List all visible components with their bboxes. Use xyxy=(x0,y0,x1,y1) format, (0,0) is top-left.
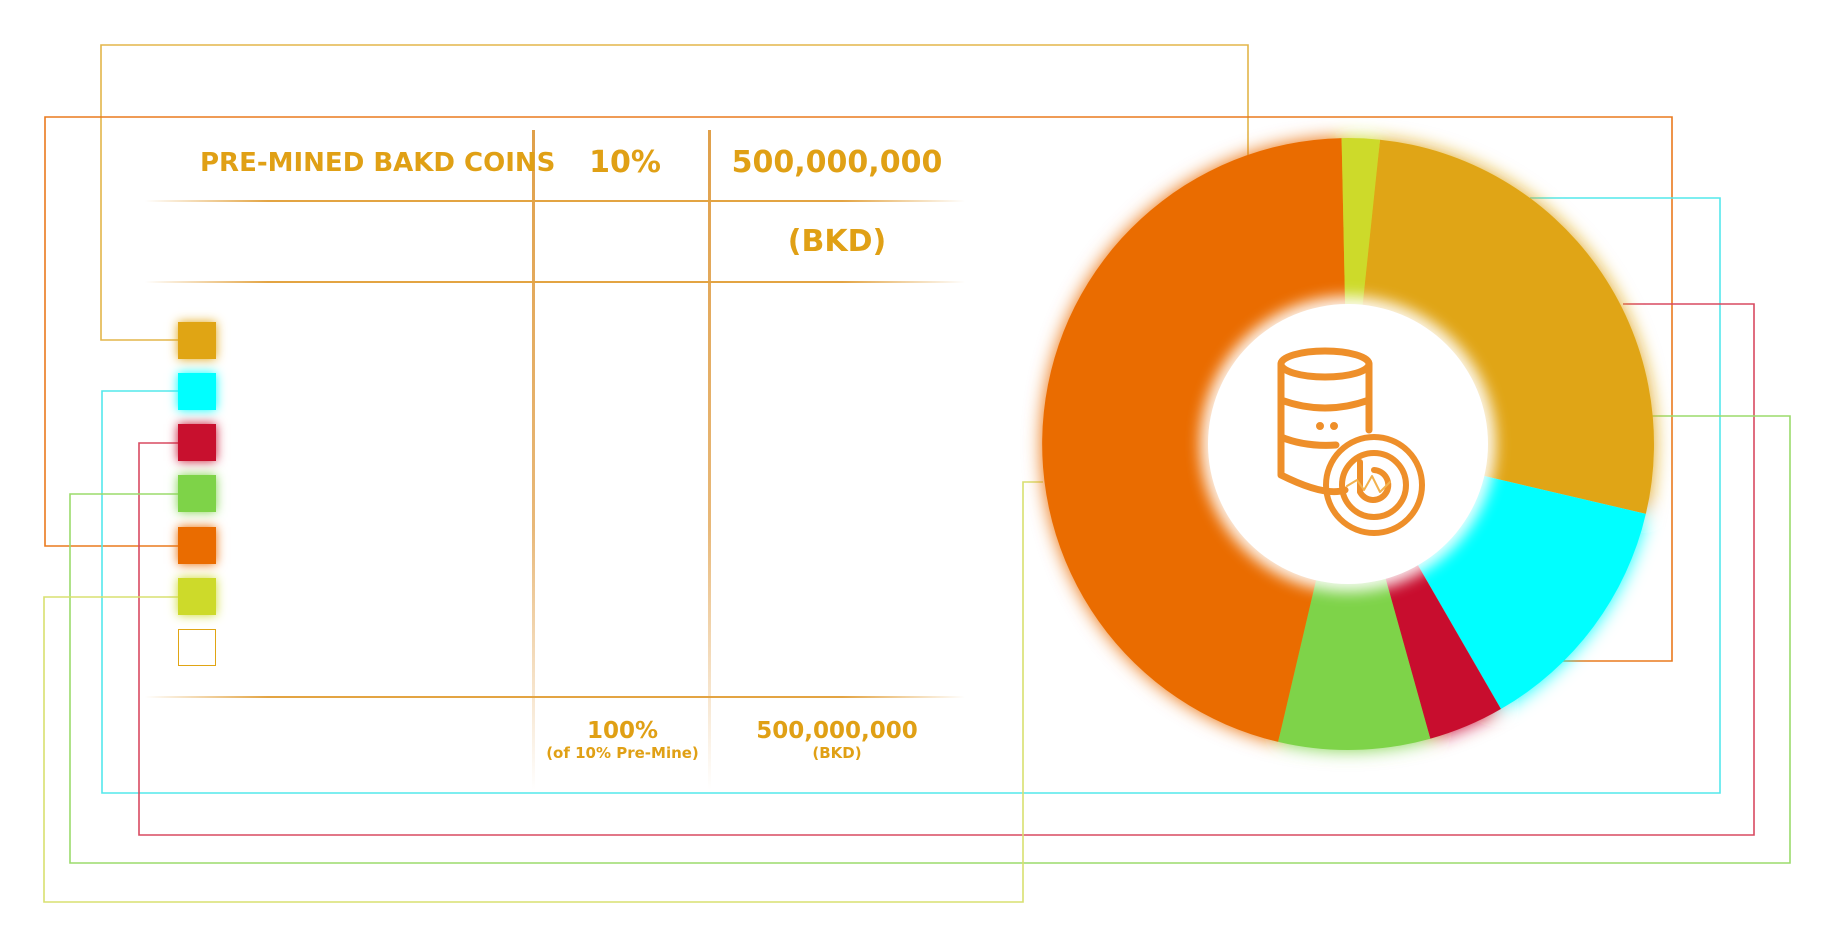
table-total-percent-note: (of 10% Pre-Mine) xyxy=(546,744,699,762)
legend-swatch-cyan xyxy=(178,373,216,410)
table-header-label: PRE-MINED BAKD COINS xyxy=(200,148,556,178)
table-total-percent: 100% xyxy=(586,718,659,744)
connector-line-lime xyxy=(43,481,1043,903)
legend-swatch-lime xyxy=(178,578,216,615)
table-row-divider-1 xyxy=(145,200,965,202)
legend-swatch-gold xyxy=(178,322,216,359)
table-header-unit: (BKD) xyxy=(787,224,887,259)
table-total-unit: (BKD) xyxy=(812,744,862,762)
legend-swatch-red xyxy=(178,424,216,461)
connector-line-cyan xyxy=(101,197,1721,794)
legend-swatch-orange xyxy=(178,527,216,564)
connector-line-red xyxy=(138,303,1755,836)
table-header-amount: 500,000,000 xyxy=(731,145,943,180)
table-column-divider-1 xyxy=(532,130,535,790)
legend-swatch-empty xyxy=(178,629,216,666)
legend-swatch-green xyxy=(178,475,216,512)
table-total-amount: 500,000,000 xyxy=(756,718,918,744)
table-row-divider-2 xyxy=(145,281,965,283)
coin-stack-icon xyxy=(1277,347,1425,536)
connector-line-green xyxy=(69,415,1791,864)
table-header-percent: 10% xyxy=(589,145,661,180)
table-row-divider-3 xyxy=(145,696,965,698)
pie-slice-4 xyxy=(1278,444,1431,750)
connector-line-gold xyxy=(100,44,1249,341)
connector-line-orange xyxy=(44,116,1673,662)
table-column-divider-2 xyxy=(708,130,711,790)
pie-slice-5 xyxy=(1042,138,1348,742)
